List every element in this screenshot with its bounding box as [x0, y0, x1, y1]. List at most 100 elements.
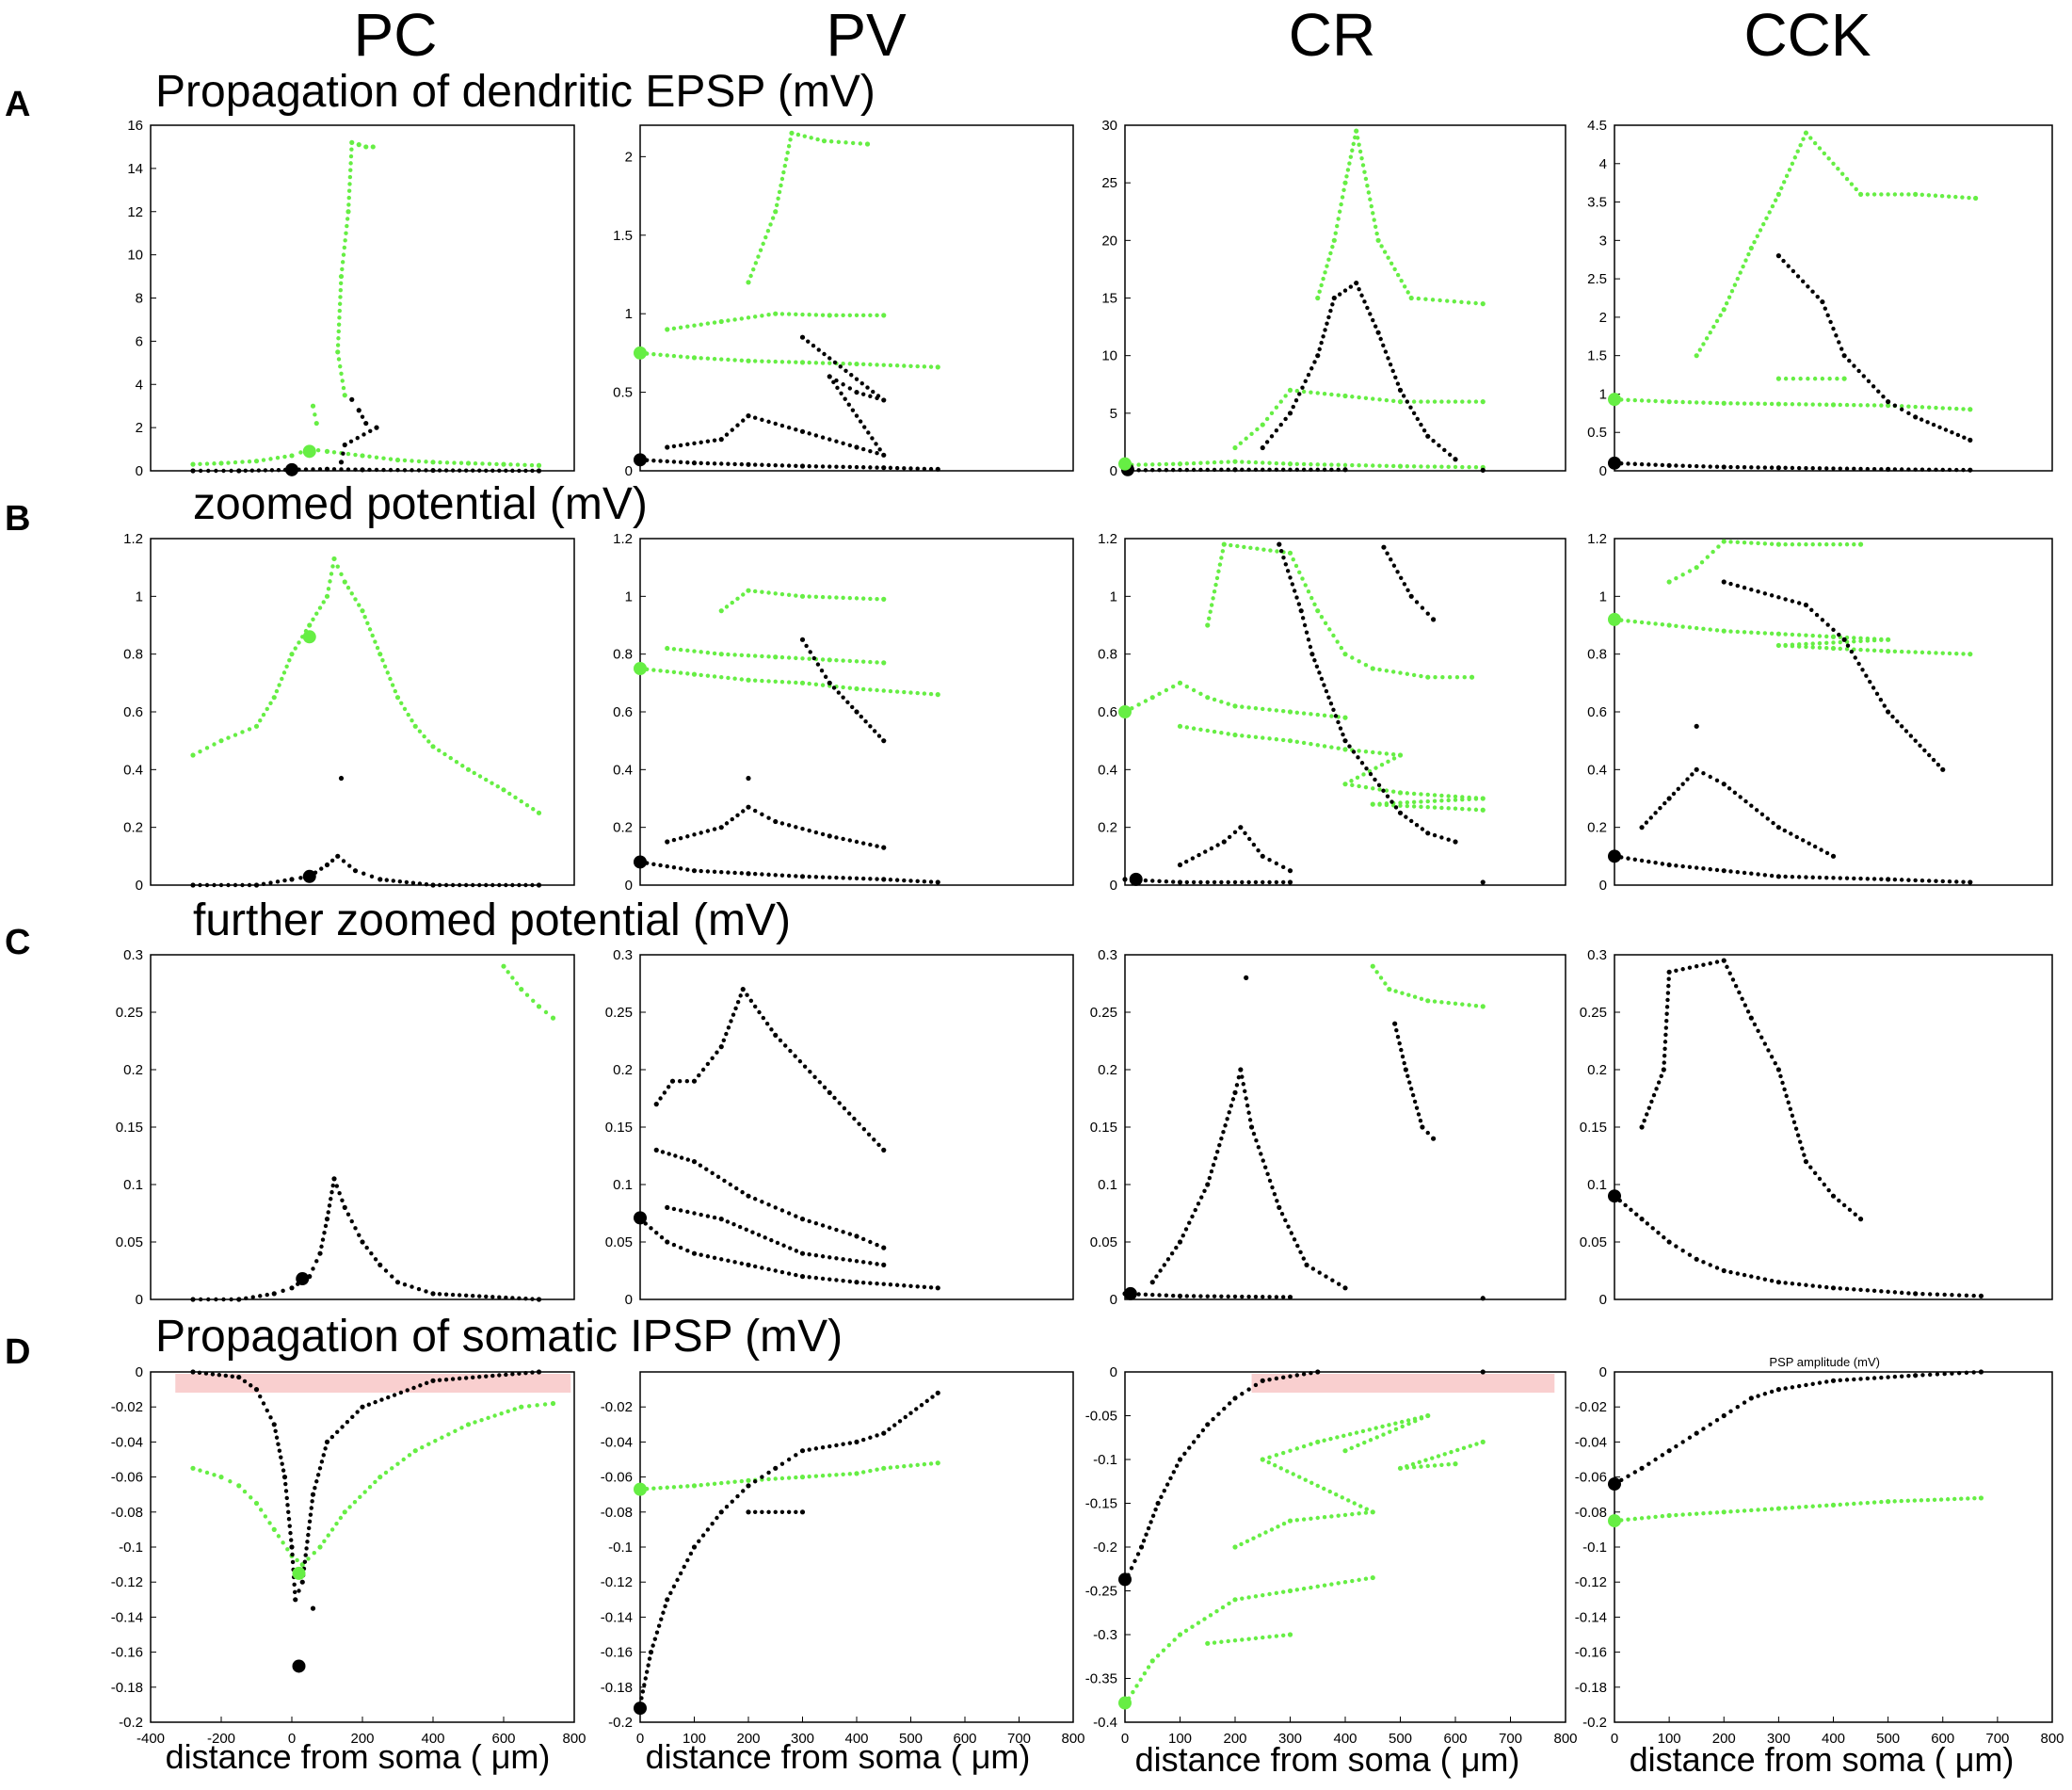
black-data-point	[1200, 1427, 1206, 1433]
y-tick-label: -0.25	[1085, 1584, 1117, 1600]
green-data-point	[342, 579, 347, 585]
green-data-point	[1315, 743, 1320, 748]
green-data-point	[412, 723, 418, 729]
green-data-point	[1395, 272, 1401, 278]
green-data-point	[1249, 431, 1254, 437]
y-tick-label: -0.2	[119, 1715, 143, 1731]
y-tick-label: 30	[1101, 118, 1117, 134]
green-data-point	[336, 357, 342, 362]
green-data-point	[1355, 136, 1360, 140]
black-data-point	[773, 1268, 778, 1273]
black-data-point	[854, 389, 859, 395]
black-data-point	[794, 463, 798, 468]
black-data-point	[1274, 427, 1279, 433]
green-data-point	[1967, 195, 1971, 201]
green-data-point	[1906, 192, 1911, 197]
black-data-point	[258, 1394, 263, 1399]
black-data-point	[1662, 1046, 1667, 1051]
green-data-point	[766, 359, 771, 364]
scatter-panel-c-pv: 00.050.10.150.20.250.3	[605, 947, 1074, 1308]
green-data-point	[868, 687, 873, 692]
black-data-point	[1236, 1074, 1242, 1080]
green-data-point	[746, 1477, 751, 1483]
green-data-point	[477, 774, 483, 779]
black-data-point	[1852, 876, 1856, 881]
green-data-point	[766, 679, 771, 684]
green-data-point	[807, 1474, 811, 1479]
black-data-point	[1216, 1411, 1221, 1416]
green-data-point	[1858, 403, 1863, 408]
green-data-point	[1742, 401, 1747, 406]
black-data-point	[866, 430, 871, 435]
black-data-point	[1280, 879, 1286, 885]
black-data-point	[1157, 1293, 1162, 1298]
black-data-point	[658, 1096, 663, 1101]
scatter-panel-b-cck: 00.20.40.60.811.2	[1587, 531, 2053, 894]
green-data-point	[446, 1432, 451, 1437]
black-data-point	[1935, 1372, 1940, 1377]
black-data-point	[1642, 1119, 1646, 1123]
black-data-point	[306, 1532, 311, 1538]
black-data-point	[651, 1643, 655, 1648]
green-data-point	[1425, 805, 1430, 810]
black-data-point	[1397, 810, 1404, 815]
y-tick-label: -0.2	[1093, 1540, 1117, 1556]
green-data-point	[312, 1551, 316, 1556]
green-data-point	[1775, 541, 1781, 547]
y-tick-label: -0.15	[1085, 1496, 1117, 1512]
black-data-point	[1769, 1278, 1775, 1283]
green-data-point	[1315, 1515, 1320, 1521]
green-data-point	[1202, 1617, 1207, 1621]
black-data-point	[1820, 298, 1825, 305]
black-data-point	[1733, 984, 1739, 989]
black-data-point	[1385, 794, 1390, 798]
black-data-point	[1214, 1149, 1220, 1154]
green-data-point	[1796, 541, 1802, 547]
green-data-point	[388, 676, 393, 682]
black-data-point	[1899, 1290, 1904, 1296]
green-data-point	[1346, 1498, 1351, 1503]
green-data-point	[1839, 171, 1845, 176]
black-data-point	[1853, 1212, 1857, 1217]
green-data-point	[240, 730, 245, 734]
green-data-point	[1253, 1636, 1259, 1641]
green-data-point	[1345, 168, 1351, 172]
black-data-point	[1409, 1087, 1414, 1091]
black-data-point	[1354, 280, 1359, 286]
green-data-point	[401, 1457, 406, 1462]
black-data-point	[340, 1198, 345, 1202]
green-data-point	[1701, 342, 1706, 347]
green-data-point	[1871, 403, 1877, 408]
y-tick-label: 0.1	[123, 1177, 143, 1193]
y-tick-label: 0.8	[1587, 647, 1607, 663]
black-data-point	[283, 1481, 288, 1487]
green-data-point	[1226, 732, 1230, 736]
green-data-point	[1871, 637, 1877, 643]
x-tick-label: 0	[1121, 1731, 1129, 1747]
green-data-point	[1138, 1677, 1143, 1683]
black-data-point	[691, 1078, 698, 1084]
green-data-point	[1694, 565, 1699, 571]
black-data-point	[859, 380, 864, 386]
green-data-point	[1375, 237, 1381, 243]
black-data-point	[781, 1243, 786, 1248]
y-tick-label: 1.5	[613, 228, 633, 244]
black-data-point	[1301, 1256, 1306, 1261]
green-data-point	[261, 712, 266, 718]
green-data-point	[1240, 1596, 1245, 1601]
black-data-point	[1232, 1294, 1238, 1299]
green-data-point	[289, 652, 295, 657]
black-soma-marker	[634, 453, 647, 467]
black-data-point	[1749, 803, 1754, 808]
green-data-point	[1287, 1632, 1293, 1637]
black-data-point	[1743, 1003, 1748, 1008]
black-data-point	[1680, 782, 1685, 786]
black-data-point	[1226, 1294, 1230, 1299]
black-data-point	[1708, 960, 1712, 966]
black-data-point	[820, 875, 826, 879]
black-data-point	[1174, 1463, 1180, 1468]
green-data-point	[1244, 436, 1248, 441]
green-data-point	[1954, 406, 1959, 411]
green-data-point	[1370, 1509, 1375, 1515]
green-data-point	[247, 459, 252, 464]
